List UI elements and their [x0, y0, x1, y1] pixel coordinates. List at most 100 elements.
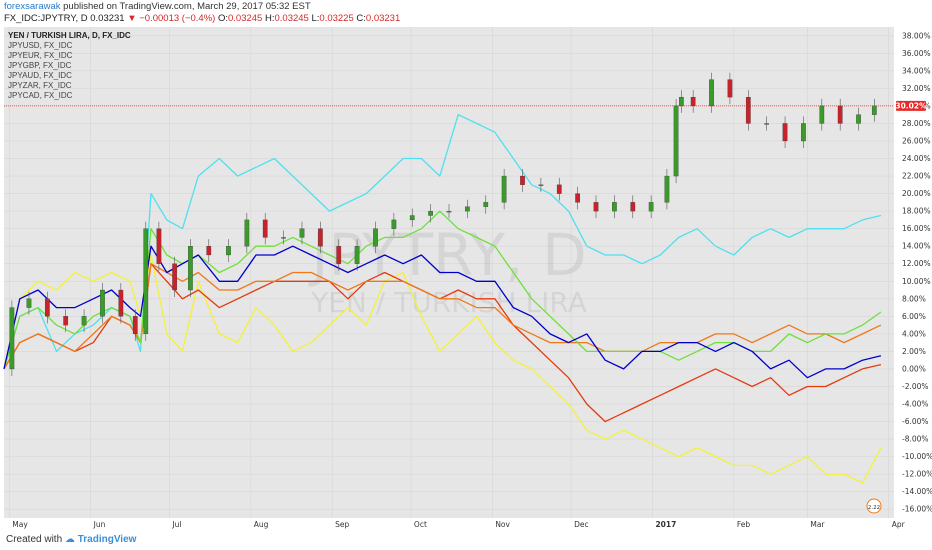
y-tick-label: 34.00% [902, 66, 931, 75]
legend-item-jpyeur[interactable]: JPYEUR, FX_IDC [8, 51, 73, 60]
legend-item-jpyzar[interactable]: JPYZAR, FX_IDC [8, 81, 72, 90]
x-tick-label: May [12, 520, 28, 529]
x-tick-label: Oct [414, 520, 427, 529]
candle [143, 221, 149, 341]
candle [483, 195, 489, 214]
y-tick-label: 2.00% [902, 347, 926, 356]
y-tick-label: -6.00% [902, 417, 929, 426]
y-tick-label: 24.00% [902, 154, 931, 163]
y-tick-label: 14.00% [902, 242, 931, 251]
candle [709, 72, 714, 113]
legend: YEN / TURKISH LIRA, D, FX_IDC JPYUSD, FX… [8, 31, 131, 100]
x-tick-label: 2017 [655, 520, 676, 529]
candle-body-up [709, 79, 714, 107]
candle-body-up [9, 307, 15, 370]
candle-body-up [26, 298, 32, 308]
candle-body-up [856, 114, 861, 124]
x-tick-label: Aug [254, 520, 269, 529]
series-line-jpyzar [3, 254, 882, 484]
candle [690, 90, 696, 113]
legend-item-jpygbp[interactable]: JPYGBP, FX_IDC [8, 61, 72, 70]
y-tick-label: 16.00% [902, 224, 931, 233]
candle [373, 221, 378, 254]
x-axis-ticks: May Jun Jul Aug Sep Oct Nov Dec 2017 Feb Mar Apr [12, 520, 905, 529]
candle-body-down [745, 96, 751, 124]
candle-body-down [520, 175, 525, 185]
candle [727, 72, 733, 105]
tradingview-cloud-icon: ☁ [64, 534, 75, 545]
ohlc-line: FX_IDC:JPYTRY, D 0.03231 ▼ −0.00013 (−0.… [4, 13, 400, 24]
price-axis[interactable] [894, 27, 932, 518]
candle-body-down [837, 105, 843, 124]
candle [673, 98, 679, 184]
series-line-jpycad [3, 114, 882, 370]
candle [354, 239, 360, 271]
y-tick-label: -16.00% [902, 505, 932, 514]
created-with-label: Created with [6, 534, 63, 545]
x-tick-label: Feb [737, 520, 751, 529]
legend-item-jpycad[interactable]: JPYCAD, FX_IDC [8, 91, 73, 100]
candle [318, 221, 323, 254]
time-axis[interactable] [4, 518, 894, 530]
candle-body-up [428, 210, 433, 216]
candle [226, 239, 231, 262]
candle [678, 90, 684, 113]
candle-body-up [354, 246, 360, 264]
last-price-tag: 30.02% [895, 100, 927, 111]
legend-item-jpyusd[interactable]: JPYUSD, FX_IDC [8, 41, 73, 50]
y-tick-label: -14.00% [902, 487, 932, 496]
series-line-jpyaud [3, 263, 882, 423]
candle-body-down [132, 316, 138, 335]
high-value: 0.03245 [274, 13, 309, 24]
candle [648, 195, 654, 219]
candle-body-up [391, 219, 397, 229]
candle-body-down [262, 219, 268, 238]
candle [118, 283, 124, 324]
price-tag-box [896, 100, 926, 111]
open-label: O: [217, 13, 228, 24]
tradingview-brand[interactable]: TradingView [77, 534, 137, 545]
low-label: L: [311, 13, 320, 24]
candle-body-up [143, 228, 149, 335]
publish-line: forexsarawak published on TradingView.co… [4, 1, 311, 12]
x-tick-label: Jul [171, 520, 181, 529]
candle-body-up [664, 175, 670, 203]
candle-body-down [575, 193, 580, 203]
candle-body-down [630, 202, 636, 212]
y-tick-label: 6.00% [902, 312, 926, 321]
candle-body-down [556, 184, 562, 194]
candle [593, 195, 599, 219]
candle-body-down [44, 298, 50, 317]
candle-body-up [299, 228, 305, 238]
last-price: 0.03231 [90, 13, 125, 24]
x-tick-label: Nov [495, 520, 510, 529]
scale-badge[interactable]: 2.22 [866, 498, 882, 514]
candle-body-down [63, 316, 69, 326]
candle-body-up [465, 206, 470, 212]
y-tick-label: 22.00% [902, 172, 931, 181]
legend-item-jpytry[interactable]: YEN / TURKISH LIRA, D, FX_IDC [8, 31, 131, 40]
candle [188, 239, 193, 298]
x-tick-label: Dec [574, 520, 589, 529]
candle-body-up [648, 202, 654, 212]
y-tick-label: 28.00% [902, 119, 931, 128]
legend-item-jpyaud[interactable]: JPYAUD, FX_IDC [8, 71, 72, 80]
scale-badge-label: 2.22 [868, 505, 880, 511]
candle [409, 208, 415, 227]
x-tick-label: Mar [810, 520, 825, 529]
price-change: ▼ −0.00013 (−0.4%) [127, 13, 216, 24]
series-line-jpyusd [3, 245, 882, 379]
candle [446, 204, 452, 219]
candle-body-up [819, 105, 825, 124]
y-tick-label: 38.00% [902, 31, 931, 40]
candle [262, 212, 268, 245]
candle-body-down [690, 96, 696, 107]
candle [819, 98, 825, 131]
low-value: 0.03225 [319, 13, 354, 24]
y-tick-label: -12.00% [902, 470, 932, 479]
candle-body-down [336, 246, 342, 264]
candle [871, 98, 877, 122]
candle [428, 204, 433, 223]
author-link[interactable]: forexsarawak [4, 1, 61, 12]
